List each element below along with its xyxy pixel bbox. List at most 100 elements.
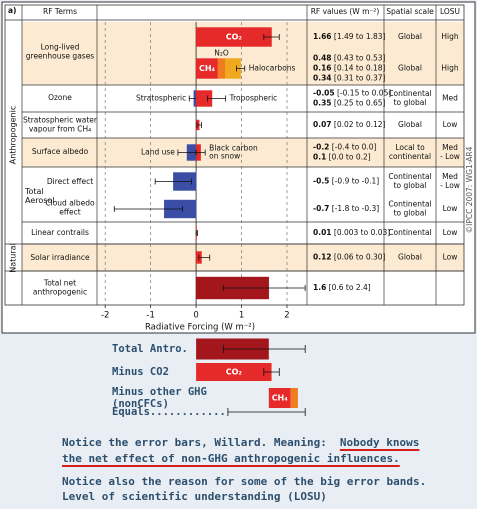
x-tick-label: -2 [101,311,109,321]
rf-value: -0.05 [-0.15 to 0.05] [313,89,391,98]
error-bar [198,254,211,261]
spatial-scale: Global [398,64,422,73]
error-bar [227,408,306,416]
group-label: Aerosol [25,196,55,205]
rf-value: -0.2 [-0.4 to 0.0] [313,143,377,152]
note-emphasis: the net effect of non-GHG anthropogenic … [62,452,400,465]
spatial-scale: Global [398,32,422,41]
rf-value: -0.5 [-0.9 to -0.1] [313,177,379,186]
rf-value: 1.6 [0.6 to 2.4] [313,283,371,292]
term-label: Ozone [48,93,72,102]
term-label: Cloud albedo [45,199,95,208]
rf-value: 0.12 [0.06 to 0.30] [313,253,386,262]
header: LOSU [440,7,460,16]
header: RF Terms [43,7,77,16]
rf-value: 0.1 [0.0 to 0.2] [313,153,371,162]
term-label: vapour from CH₄ [29,125,91,134]
term-label: Long-lived [41,43,80,52]
error-bar [207,95,227,102]
term-label: Surface albedo [32,147,89,156]
note-emphasis: Nobody knows [340,436,419,449]
note: Level of scientific understanding (LOSU) [62,490,327,503]
error-bar [195,230,198,236]
losu: Low [443,204,458,213]
losu: Low [443,228,458,237]
row-background [22,138,464,167]
segment-label: Black carbon [209,144,258,153]
segment-label: on snow [209,152,240,161]
losu: Med [442,172,458,181]
segment-label: Stratospheric [136,94,186,103]
bar [290,388,298,408]
spatial-scale: continental [389,152,431,161]
losu: - Low [440,181,460,190]
losu: Med [442,94,458,103]
spatial-scale: Local to [395,143,425,152]
losu: - Low [440,152,460,161]
term-label: Solar irradiance [30,253,90,262]
error-bar [154,178,192,185]
term-label: Total net [43,279,76,288]
losu: High [441,32,458,41]
x-tick-label: -1 [146,311,154,321]
error-bar [195,149,206,156]
spatial-scale: to global [394,181,427,190]
comparison-label: Total Antro. [112,343,188,355]
spatial-scale: Continental [388,228,431,237]
x-axis-label: Radiative Forcing (W m⁻²) [145,323,255,333]
row-background [22,244,464,271]
segment-label: CO₂ [226,368,243,377]
rf-value: 1.66 [1.49 to 1.83] [313,32,386,41]
segment-label: CH₄ [199,64,216,73]
comparison-label: Equals............ [112,406,226,418]
comparison-label: (nonCFCs) [112,398,169,410]
header: Spatial scale [386,7,434,16]
x-tick-label: 1 [239,311,244,321]
spatial-scale: to global [394,209,427,218]
segment-label: Halocarbons [249,64,296,73]
rf-value: 0.07 [0.02 to 0.12] [313,120,386,129]
losu: Low [443,120,458,129]
segment-label: Tropospheric [229,94,278,103]
losu: High [441,64,458,73]
comparison-label: Minus CO2 [112,366,169,378]
rf-value: -0.7 [-1.8 to -0.3] [313,204,379,213]
panel-label: a) [8,6,17,15]
segment-label: Land use [141,148,175,157]
group-label: Total [24,187,44,196]
term-label: effect [59,208,81,217]
segment-label: CO₂ [226,33,243,42]
error-bar [222,285,306,291]
comparison-label: Minus other GHG [112,386,207,398]
term-label: Direct effect [47,177,93,186]
error-bar [263,34,280,40]
rf-value: 0.48 [0.43 to 0.53] [313,54,386,63]
rf-value: 0.01 [0.003 to 0.03] [313,228,390,237]
term-label: Stratospheric water [23,116,98,125]
x-tick-label: 0 [193,311,198,321]
spatial-scale: Continental [388,89,431,98]
error-bar [222,345,306,353]
term-label: anthropogenic [33,288,87,297]
error-bar [113,206,183,212]
spatial-scale: Global [398,253,422,262]
note: Notice also the reason for some of the b… [62,475,426,488]
x-tick-label: 2 [284,311,289,321]
segment-label: N₂O [214,49,229,58]
losu: Med [442,143,458,152]
spatial-scale: Global [398,120,422,129]
credit: ©IPCC 2007: WG1-AR4 [465,146,474,233]
bar [268,388,291,408]
error-bar [236,65,246,72]
bar [196,363,272,381]
segment-label: CH₄ [272,394,289,403]
rf-value: 0.16 [0.14 to 0.18] [313,64,386,73]
losu: Low [443,253,458,262]
spatial-scale: to global [394,98,427,107]
group-label: Natural [9,243,18,273]
spatial-scale: Continental [388,200,431,209]
rf-value: 0.35 [0.25 to 0.65] [313,99,386,108]
table-frame [4,4,465,306]
group-label: Anthropogenic [9,106,18,164]
